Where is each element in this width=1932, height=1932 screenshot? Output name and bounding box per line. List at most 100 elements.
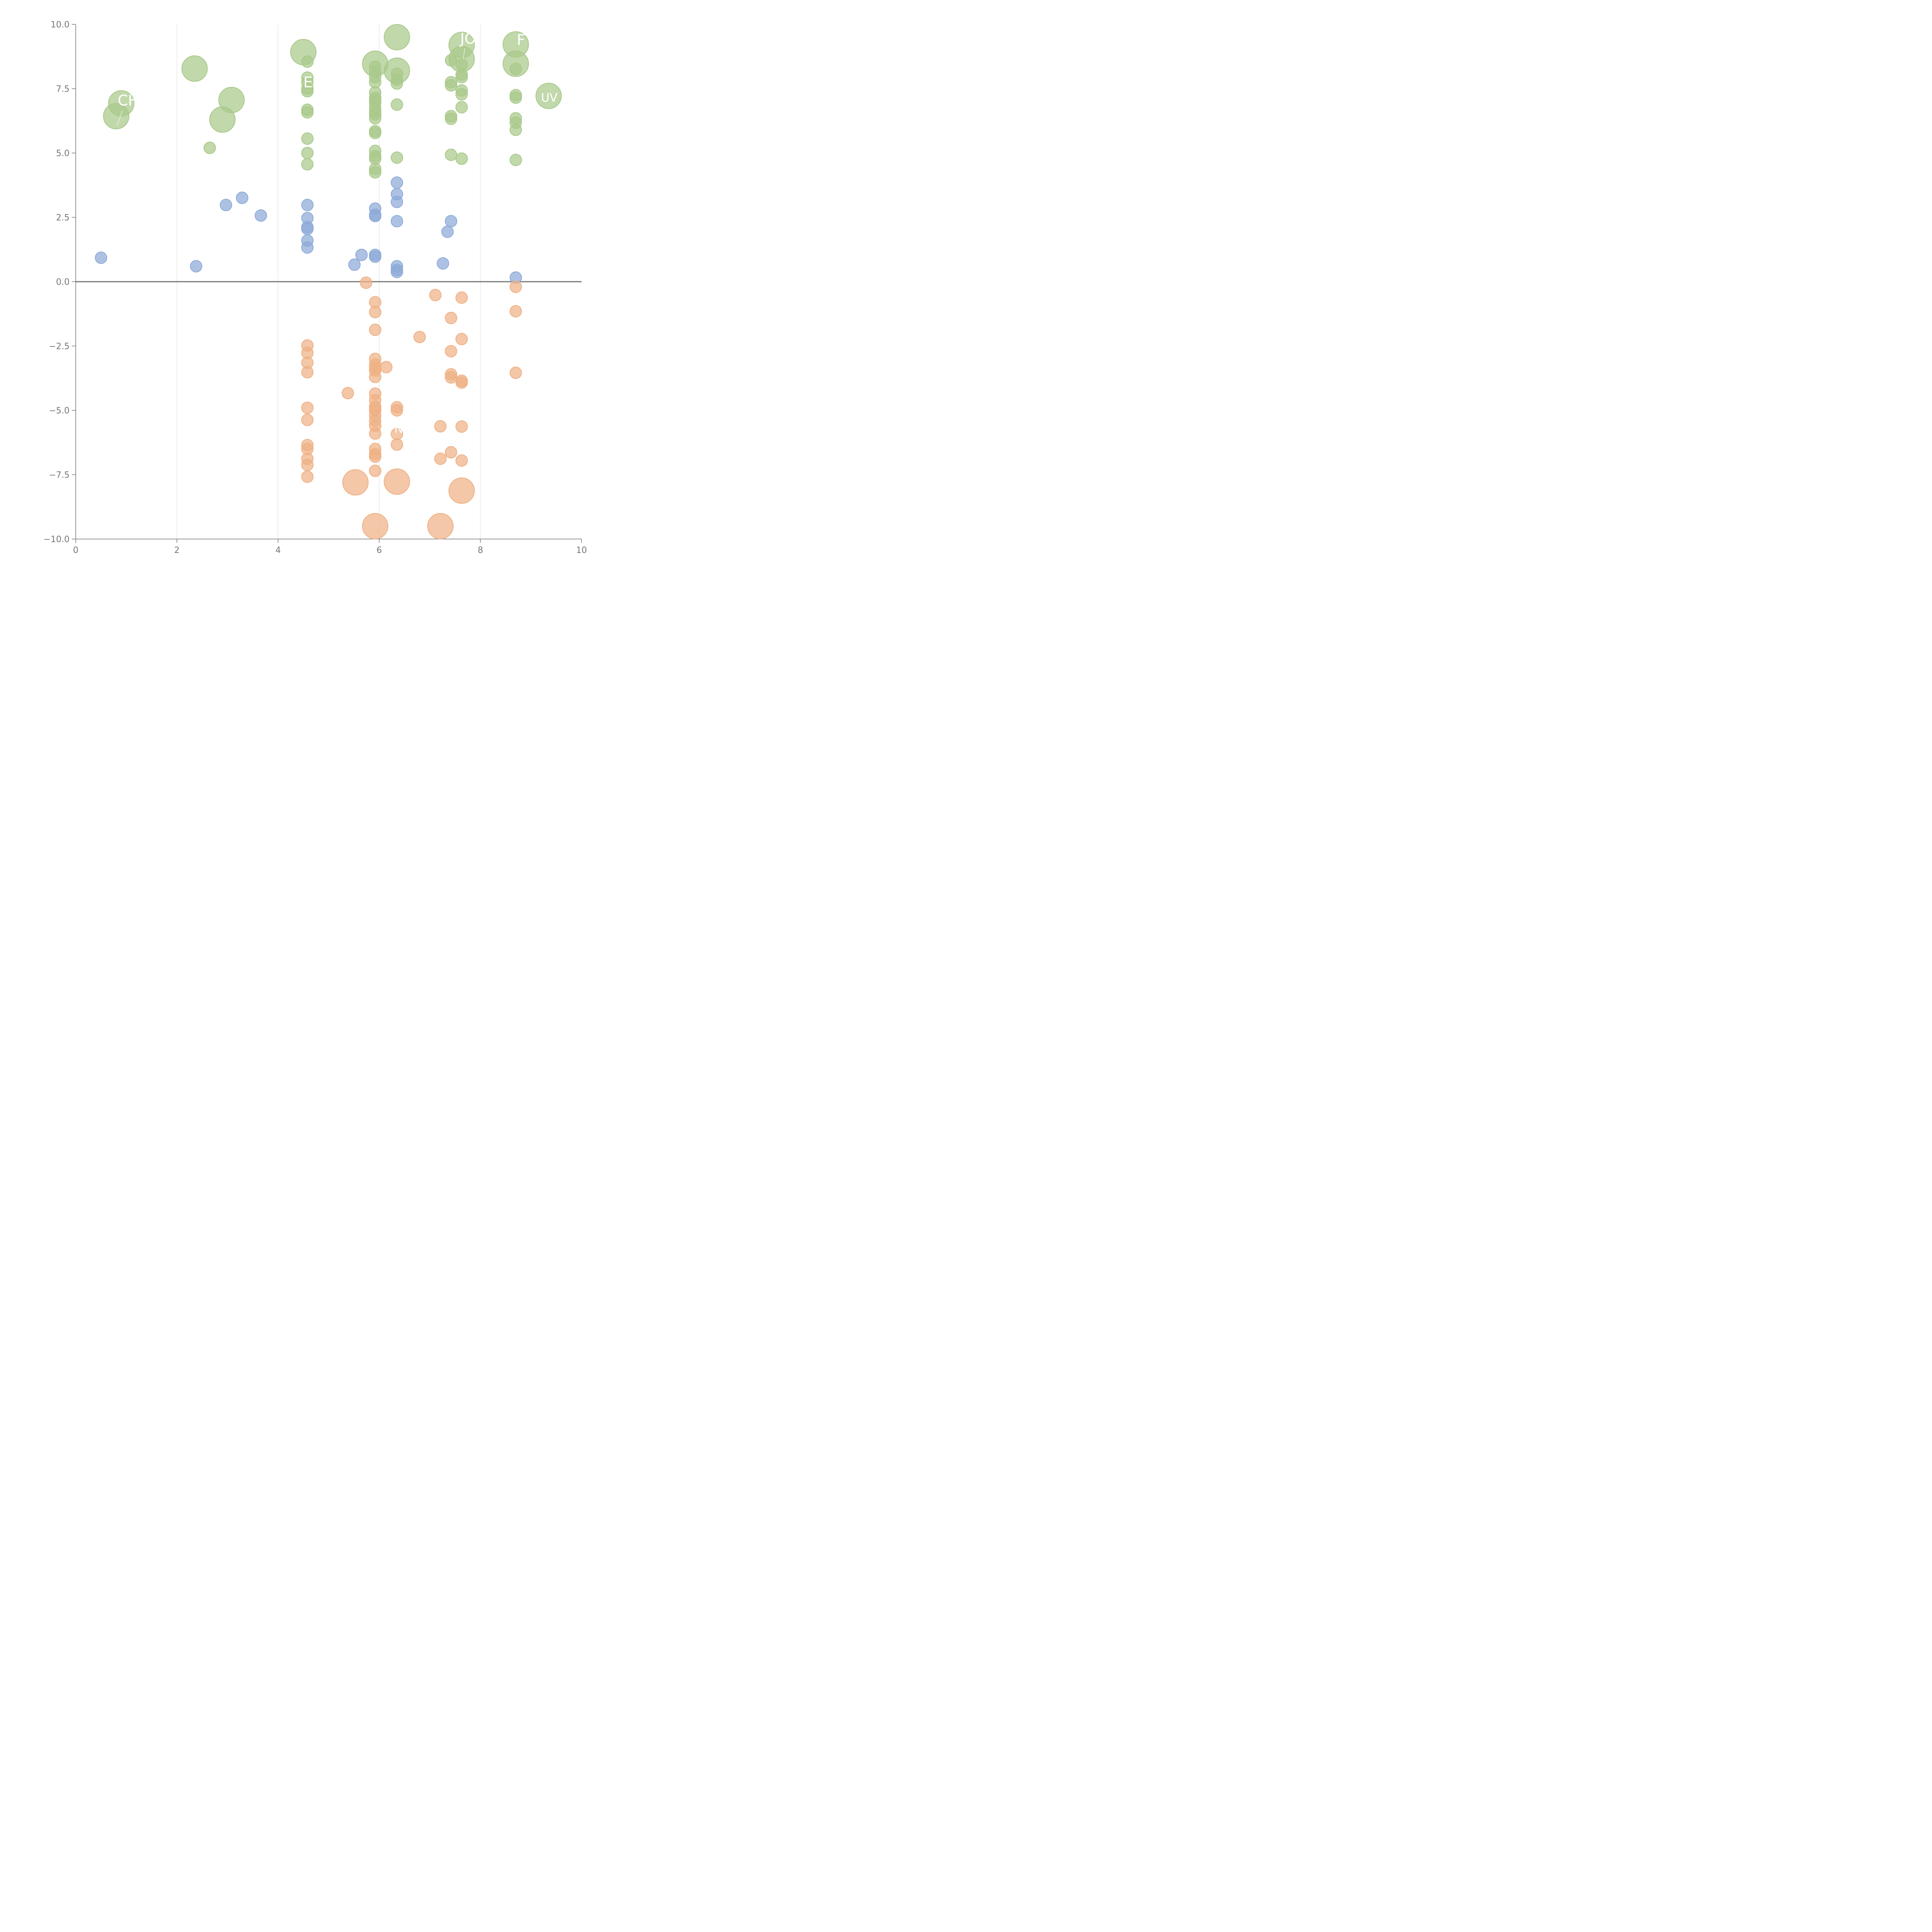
data-point xyxy=(391,215,403,228)
data-point xyxy=(509,91,522,104)
data-point xyxy=(301,223,314,235)
x-tick-label: 4 xyxy=(276,546,281,555)
data-point xyxy=(391,77,403,90)
y-tick-label: 10.0 xyxy=(51,20,70,30)
data-point xyxy=(369,250,381,263)
x-tick-label: 10 xyxy=(576,546,587,555)
data-point xyxy=(301,470,314,483)
data-point xyxy=(455,420,468,433)
data-point xyxy=(369,127,381,139)
data-point xyxy=(369,323,381,336)
data-point xyxy=(455,101,468,114)
x-tick-label: 0 xyxy=(73,546,78,555)
data-point xyxy=(455,333,468,345)
data-point xyxy=(301,147,314,159)
data-point xyxy=(301,106,314,119)
x-tick-label: 2 xyxy=(174,546,180,555)
data-point xyxy=(369,450,381,463)
data-point xyxy=(369,112,381,125)
data-point xyxy=(427,513,454,539)
y-tick-label: −7.5 xyxy=(49,471,70,480)
data-point xyxy=(509,153,522,166)
data-point xyxy=(445,215,457,228)
data-point xyxy=(360,276,372,289)
point-label: E xyxy=(303,74,313,91)
point-labels: CH JO F E UV N xyxy=(117,30,558,436)
data-point xyxy=(391,404,403,417)
data-point xyxy=(369,152,381,165)
y-tick-label: 2.5 xyxy=(56,213,70,223)
point-label: CH xyxy=(118,92,139,109)
data-point xyxy=(445,311,457,324)
data-point xyxy=(369,76,381,88)
data-point xyxy=(95,252,107,264)
axes: 10.0 7.5 5.0 2.5 0.0 −2.5 −5.0 −7.5 −10.00 2 4 6 8 10 xyxy=(44,20,587,555)
data-point xyxy=(301,413,314,426)
data-point xyxy=(445,446,457,459)
data-point xyxy=(355,248,368,261)
data-point xyxy=(391,151,403,164)
data-point xyxy=(445,371,457,384)
data-point xyxy=(445,148,457,161)
y-tick-label: −2.5 xyxy=(49,342,70,352)
data-point xyxy=(391,438,403,451)
data-point xyxy=(391,196,403,208)
data-point xyxy=(301,241,314,254)
y-tick-label: −10.0 xyxy=(44,535,70,544)
data-point xyxy=(509,63,522,75)
data-point xyxy=(190,260,202,273)
point-label: UV xyxy=(541,91,558,105)
data-point xyxy=(301,55,314,68)
y-tick-label: 5.0 xyxy=(56,149,70,158)
data-point xyxy=(369,306,381,318)
data-point xyxy=(445,345,457,357)
data-point xyxy=(301,459,314,471)
point-label: N xyxy=(395,422,403,436)
data-point xyxy=(255,209,267,222)
data-point xyxy=(445,79,457,92)
data-point xyxy=(391,98,403,111)
data-point xyxy=(342,387,354,400)
data-point xyxy=(509,281,522,293)
data-point xyxy=(509,305,522,318)
data-point xyxy=(455,152,468,165)
data-point xyxy=(448,477,475,504)
data-point xyxy=(301,85,314,98)
data-point xyxy=(455,291,468,304)
data-point xyxy=(301,401,314,414)
x-tick-label: 8 xyxy=(478,546,483,555)
data-point xyxy=(362,513,388,539)
data-point xyxy=(391,176,403,189)
data-point xyxy=(445,112,457,125)
y-tick-label: −5.0 xyxy=(49,406,70,416)
data-point xyxy=(455,88,468,101)
data-point xyxy=(391,265,403,278)
data-point xyxy=(384,24,410,51)
data-point xyxy=(203,141,216,154)
point-label: JO xyxy=(459,30,476,47)
y-tick-label: 0.0 xyxy=(56,277,70,287)
data-point xyxy=(348,259,361,271)
data-point xyxy=(342,469,369,496)
bubble-chart: 10.07.55.02.50.0−2.5−5.0−7.5−10.00 2 4 6 8 10… xyxy=(44,20,587,555)
data-point xyxy=(441,225,454,238)
data-point xyxy=(218,87,245,113)
data-point xyxy=(108,90,134,117)
data-point xyxy=(369,371,381,383)
data-point xyxy=(509,124,522,136)
data-point xyxy=(434,420,447,433)
data-point xyxy=(413,331,426,344)
data-point xyxy=(369,464,381,477)
data-point xyxy=(236,191,248,204)
data-point xyxy=(509,366,522,379)
label-leader-line xyxy=(463,48,465,59)
data-point xyxy=(429,289,442,301)
data-point xyxy=(301,158,314,171)
data-point xyxy=(301,199,314,211)
data-point xyxy=(301,366,314,379)
point-label: F xyxy=(517,31,525,48)
data-point xyxy=(384,468,410,495)
data-point xyxy=(181,55,208,82)
data-point xyxy=(455,71,468,83)
label-leader-line xyxy=(117,110,123,126)
